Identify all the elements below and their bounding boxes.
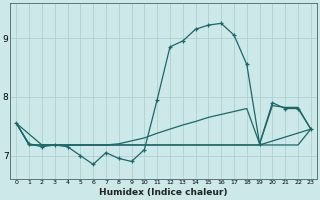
X-axis label: Humidex (Indice chaleur): Humidex (Indice chaleur): [99, 188, 228, 197]
